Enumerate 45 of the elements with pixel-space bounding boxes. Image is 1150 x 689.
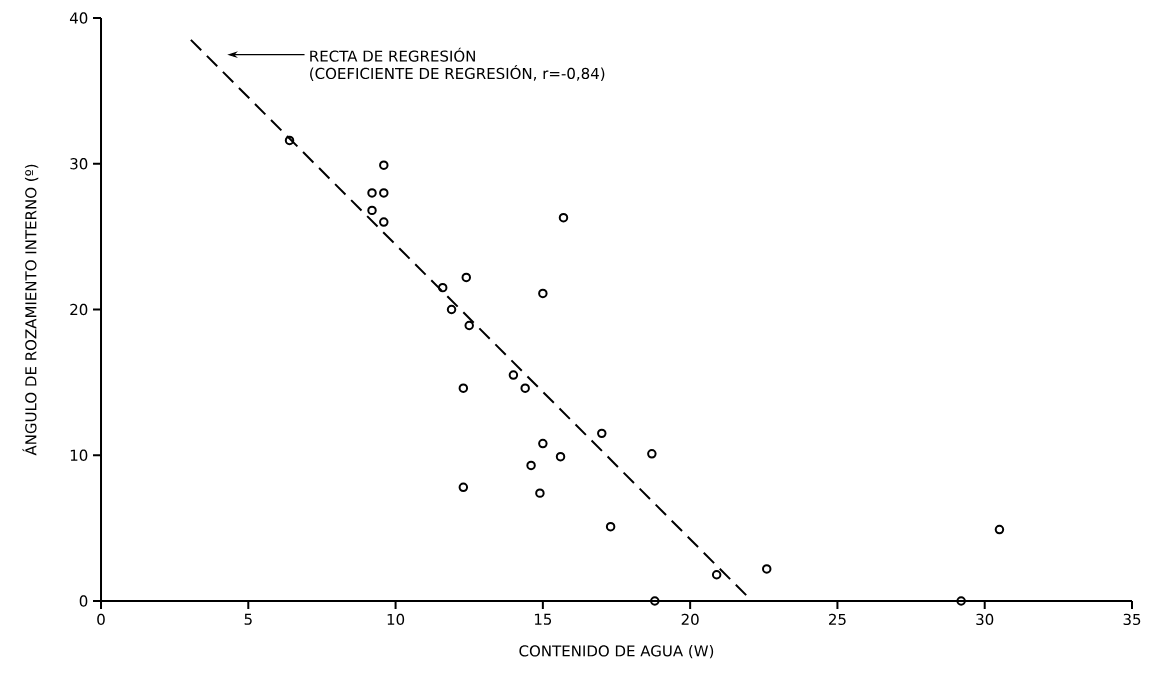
point <box>762 564 772 574</box>
y-tick-label: 10 <box>70 449 88 461</box>
point <box>446 304 457 315</box>
point <box>605 521 616 532</box>
y-tick-label: 0 <box>79 595 88 607</box>
x-tick-label: 20 <box>681 613 699 626</box>
x-tick-label: 35 <box>1123 613 1141 626</box>
annotation: (COEFICIENTE DE REGRESIÓN, r=-0,84) <box>310 64 605 81</box>
point <box>284 135 295 146</box>
y-tick-label: 20 <box>70 303 88 316</box>
point <box>526 460 536 471</box>
point <box>538 438 548 449</box>
x-tick-label: 25 <box>828 613 846 626</box>
x-tick-label: 5 <box>244 613 252 625</box>
y-axis-title: ÁNGULO DE ROZAMIENTO INTERNO (º) <box>22 164 39 456</box>
point <box>650 596 660 606</box>
point <box>461 272 472 283</box>
point <box>379 217 389 227</box>
point <box>367 188 377 198</box>
point <box>994 524 1005 535</box>
point <box>437 282 448 293</box>
y-tick-label: 40 <box>69 12 88 24</box>
point <box>367 205 377 216</box>
point <box>538 288 548 299</box>
x-axis-title: CONTENIDO DE AGUA (W) <box>519 644 714 659</box>
y-tick-label: 30 <box>70 158 88 170</box>
point <box>535 488 545 498</box>
point <box>458 383 469 393</box>
point <box>379 160 389 170</box>
point <box>597 428 607 439</box>
x-tick-label: 15 <box>534 613 552 625</box>
point <box>379 188 389 198</box>
point <box>555 451 566 462</box>
point <box>508 370 519 380</box>
x-tick-label: 30 <box>976 613 994 626</box>
annotation: RECTA DE REGRESIÓN <box>310 47 475 62</box>
point <box>458 482 469 493</box>
point <box>711 570 722 580</box>
point <box>520 383 530 393</box>
x-tick-label: 0 <box>97 613 105 626</box>
x-tick-label: 10 <box>387 613 405 626</box>
point <box>464 320 474 331</box>
point <box>956 596 966 606</box>
point <box>558 212 569 223</box>
point <box>647 449 657 459</box>
